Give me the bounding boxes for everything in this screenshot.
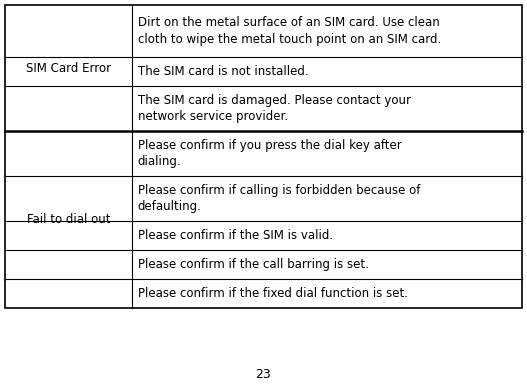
Text: Please confirm if the SIM is valid.: Please confirm if the SIM is valid. — [138, 229, 333, 242]
Text: Please confirm if the call barring is set.: Please confirm if the call barring is se… — [138, 258, 368, 271]
Text: 23: 23 — [256, 368, 271, 382]
Text: The SIM card is not installed.: The SIM card is not installed. — [138, 65, 308, 78]
Text: Please confirm if the fixed dial function is set.: Please confirm if the fixed dial functio… — [138, 287, 408, 300]
Text: Fail to dial out: Fail to dial out — [26, 213, 110, 226]
Text: The SIM card is damaged. Please contact your
network service provider.: The SIM card is damaged. Please contact … — [138, 94, 411, 123]
Text: Please confirm if you press the dial key after
dialing.: Please confirm if you press the dial key… — [138, 139, 402, 168]
Text: SIM Card Error: SIM Card Error — [26, 61, 111, 75]
Text: Dirt on the metal surface of an SIM card. Use clean
cloth to wipe the metal touc: Dirt on the metal surface of an SIM card… — [138, 16, 441, 45]
Bar — [5, 5, 522, 308]
Text: Please confirm if calling is forbidden because of
defaulting.: Please confirm if calling is forbidden b… — [138, 184, 420, 213]
